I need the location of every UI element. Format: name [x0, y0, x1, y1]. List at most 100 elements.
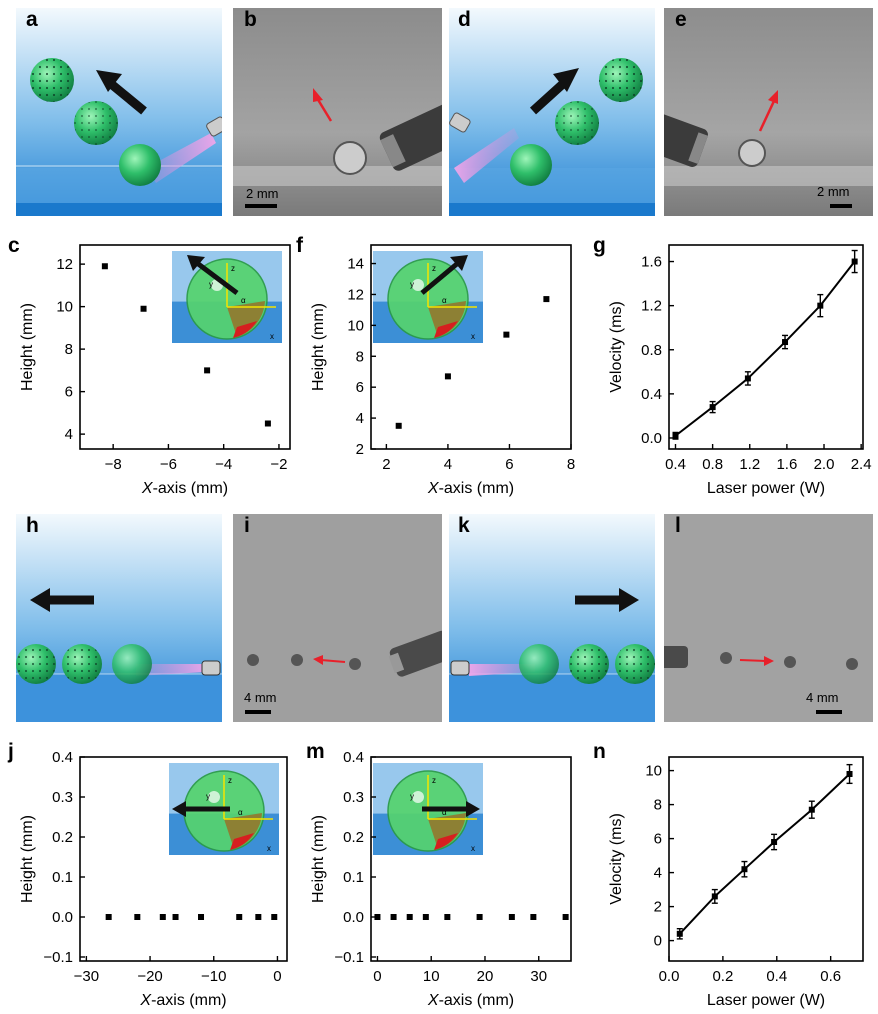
inset-sector	[227, 301, 265, 337]
x-axis-label: X-axis (mm)	[141, 480, 228, 497]
x-axis-label: Laser power (W)	[707, 480, 825, 497]
y-tick-label: 10	[645, 763, 662, 780]
data-point	[711, 893, 718, 900]
x-tick-label: 0.4	[766, 968, 787, 985]
motion-arrow-icon	[529, 68, 579, 115]
plot-frame	[370, 756, 572, 962]
y-tick-label: 8	[654, 797, 662, 814]
inset-axis-label: y	[410, 792, 414, 801]
data-point	[771, 839, 778, 845]
y-tick-label: 0.3	[343, 789, 364, 806]
y-tick-label: 8	[356, 348, 364, 365]
laser-head-icon	[449, 112, 471, 133]
x-axis-label: Laser power (W)	[707, 992, 825, 1009]
sphere-icon	[846, 658, 858, 670]
panel-k-schematic	[449, 514, 655, 722]
y-tick-label: 2	[356, 441, 364, 458]
inset-arrowhead-icon	[172, 801, 186, 817]
sphere-icon	[333, 141, 367, 175]
y-tick-label: 0.3	[52, 789, 73, 806]
x-tick-label: 20	[477, 968, 494, 985]
panel-label-d: d	[458, 8, 471, 31]
y-axis-label: Height (mm)	[19, 303, 36, 391]
y-tick-label: 2	[654, 899, 662, 916]
y-tick-label: 0.1	[52, 869, 73, 886]
inset-sector	[224, 813, 262, 849]
x-tick-label: 0.6	[820, 968, 841, 985]
laser-head-icon	[664, 646, 688, 668]
data-point	[105, 914, 112, 920]
y-axis-label: Height (mm)	[310, 303, 327, 391]
x-tick-label: −20	[137, 968, 162, 985]
panel-label-e: e	[675, 8, 687, 31]
panel-d-schematic	[449, 8, 655, 216]
sphere-icon	[119, 144, 161, 186]
y-tick-label: 1.6	[641, 254, 662, 271]
panel-label-k: k	[458, 514, 470, 537]
inset-arrow-icon	[195, 261, 239, 295]
sphere-icon	[720, 652, 732, 664]
data-point	[672, 432, 679, 439]
panel-label-m: m	[306, 740, 325, 763]
x-tick-label: −4	[215, 456, 232, 473]
inset-red-segment	[230, 833, 254, 850]
inset-axis-label: z	[231, 264, 235, 273]
sphere-icon	[784, 656, 796, 668]
x-axis-label: X-axis (mm)	[139, 992, 226, 1009]
motion-arrow-icon	[313, 88, 333, 122]
panel-label-h: h	[26, 514, 39, 537]
chart-n: 0.0 0.2 0.4 0.6 0 2 4 6 8 10 Laser power (W) Veloci…	[608, 756, 864, 1009]
scalebar-label-i: 4 mm	[244, 690, 277, 705]
panel-h-schematic	[16, 514, 222, 722]
panel-label-i: i	[244, 514, 250, 537]
y-tick-label: 4	[356, 410, 364, 427]
inset-axis-label: x	[270, 332, 274, 341]
inset-axis-label: z	[228, 776, 232, 785]
series-line	[674, 260, 856, 437]
inset-axis-label: y	[410, 280, 414, 289]
inset-axis-label: x	[267, 844, 271, 853]
motion-arrow-icon	[96, 70, 147, 115]
data-point	[172, 914, 179, 920]
data-point	[476, 914, 483, 920]
inset-diagram: z y α x	[169, 763, 279, 855]
inset-sector	[428, 301, 466, 337]
inset-diagram: z y α x	[373, 251, 483, 343]
data-point	[390, 914, 397, 920]
y-axis-label: Height (mm)	[19, 815, 36, 903]
data-point	[204, 367, 211, 374]
inset-axis-label: y	[209, 280, 213, 289]
inset-axis-label: α	[442, 296, 447, 305]
laser-head-icon	[379, 102, 442, 171]
data-point	[741, 866, 748, 873]
y-tick-label: −0.1	[43, 949, 73, 966]
series-line	[679, 773, 851, 935]
panel-label-n: n	[593, 740, 606, 763]
x-tick-label: −30	[74, 968, 99, 985]
inset-red-segment	[434, 321, 458, 338]
motion-arrow-icon	[313, 655, 346, 665]
y-tick-label: 12	[56, 256, 73, 273]
data-point	[159, 914, 166, 920]
plot-frame	[79, 756, 288, 962]
y-axis-label: Velocity (ms)	[608, 813, 625, 905]
panel-label-c: c	[8, 234, 20, 257]
y-tick-label: 10	[56, 299, 73, 316]
data-point	[236, 914, 243, 920]
data-point	[709, 404, 716, 411]
y-tick-label: 0.8	[641, 342, 662, 359]
data-point	[374, 914, 381, 920]
data-point	[562, 914, 569, 920]
motion-arrow-icon	[575, 588, 639, 612]
chart-f: z y α x 2 4 6 8 2 4 6 8 10 12 14 X-axis (mm) Height (mm)	[310, 244, 575, 497]
panel-label-j: j	[8, 740, 14, 763]
inset-axis-label: x	[471, 332, 475, 341]
motion-arrow-icon	[30, 588, 94, 612]
sphere-icon	[510, 144, 552, 186]
x-tick-label: 2.4	[851, 456, 872, 473]
data-point	[271, 914, 278, 920]
data-point	[817, 302, 824, 309]
sphere-icon	[349, 658, 361, 670]
data-point	[543, 296, 550, 303]
x-tick-label: 0	[373, 968, 381, 985]
